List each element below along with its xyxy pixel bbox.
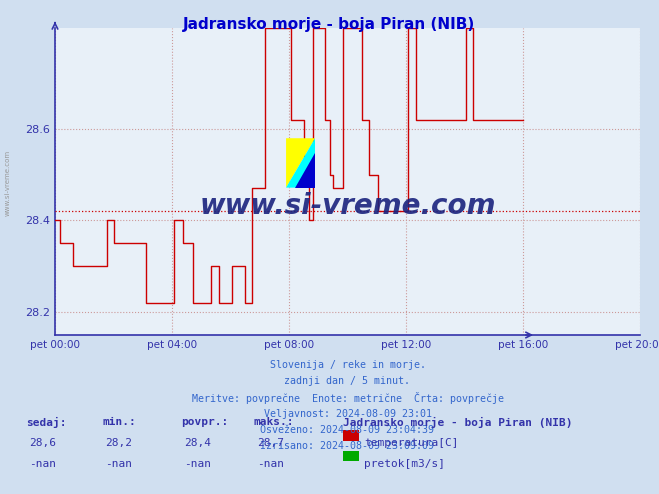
- Text: Slovenija / reke in morje.: Slovenija / reke in morje.: [270, 360, 426, 370]
- Text: 28,6: 28,6: [30, 438, 56, 448]
- Text: zadnji dan / 5 minut.: zadnji dan / 5 minut.: [285, 376, 411, 386]
- Text: Jadransko morje - boja Piran (NIB): Jadransko morje - boja Piran (NIB): [343, 417, 572, 428]
- Polygon shape: [295, 153, 315, 188]
- Text: Izrisano: 2024-08-09 23:09:09: Izrisano: 2024-08-09 23:09:09: [260, 441, 434, 451]
- Text: sedaj:: sedaj:: [26, 417, 67, 428]
- Text: -nan: -nan: [257, 459, 283, 469]
- Text: 28,2: 28,2: [105, 438, 132, 448]
- Text: -nan: -nan: [185, 459, 211, 469]
- Text: min.:: min.:: [102, 417, 136, 427]
- Text: www.si-vreme.com: www.si-vreme.com: [199, 192, 496, 220]
- Polygon shape: [286, 138, 315, 188]
- Text: maks.:: maks.:: [254, 417, 294, 427]
- Text: Osveženo: 2024-08-09 23:04:39: Osveženo: 2024-08-09 23:04:39: [260, 425, 434, 435]
- Text: 28,7: 28,7: [257, 438, 283, 448]
- Text: -nan: -nan: [30, 459, 56, 469]
- Text: temperatura[C]: temperatura[C]: [364, 438, 459, 448]
- Text: -nan: -nan: [105, 459, 132, 469]
- Text: Jadransko morje - boja Piran (NIB): Jadransko morje - boja Piran (NIB): [183, 17, 476, 32]
- Text: Meritve: povprečne  Enote: metrične  Črta: povprečje: Meritve: povprečne Enote: metrične Črta:…: [192, 392, 503, 404]
- Text: pretok[m3/s]: pretok[m3/s]: [364, 459, 445, 469]
- Text: povpr.:: povpr.:: [181, 417, 229, 427]
- Text: www.si-vreme.com: www.si-vreme.com: [5, 150, 11, 216]
- Polygon shape: [286, 138, 315, 188]
- Text: 28,4: 28,4: [185, 438, 211, 448]
- Text: Veljavnost: 2024-08-09 23:01: Veljavnost: 2024-08-09 23:01: [264, 409, 432, 418]
